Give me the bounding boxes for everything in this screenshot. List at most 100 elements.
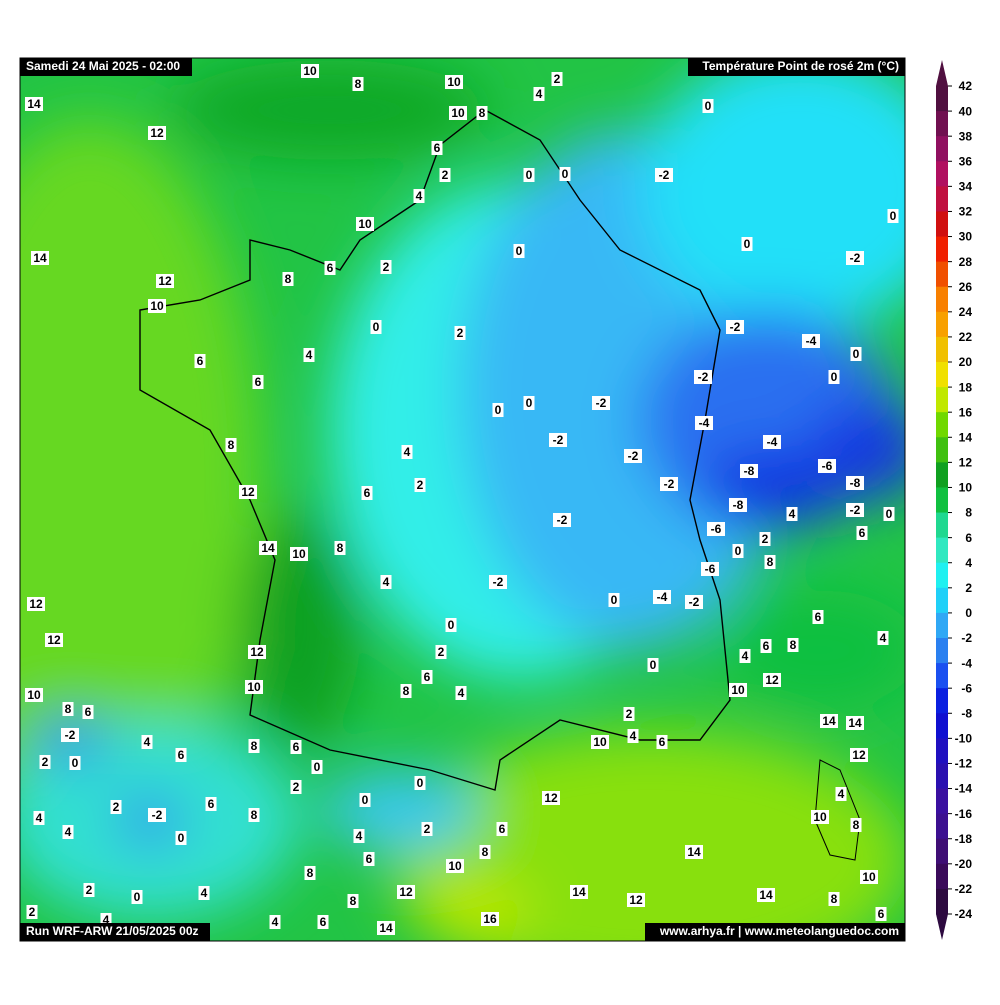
colorbar-swatch <box>936 286 948 313</box>
station-box <box>627 893 645 907</box>
station-value: 8 <box>65 702 72 716</box>
station-value: 0 <box>526 168 533 182</box>
station-value: 4 <box>65 825 72 839</box>
station-box <box>835 787 847 801</box>
station-value: 10 <box>593 735 607 749</box>
station-box <box>239 485 257 499</box>
station-box <box>591 735 609 749</box>
station-value: 4 <box>458 686 465 700</box>
station-box <box>363 852 375 866</box>
station-box <box>856 526 868 540</box>
station-value: 4 <box>416 189 423 203</box>
station-box <box>62 825 74 839</box>
colorbar-tick-label: -18 <box>955 832 973 846</box>
station-box <box>445 618 457 632</box>
station-box <box>141 735 153 749</box>
colorbar-swatch <box>936 336 948 363</box>
colorbar-tick-label: -16 <box>955 807 973 821</box>
station-box <box>421 822 433 836</box>
station-box <box>259 541 277 555</box>
station-box <box>685 845 703 859</box>
station-value: 14 <box>379 921 393 935</box>
colorbar-tick-label: 32 <box>959 205 973 219</box>
station-box <box>729 498 747 512</box>
run-box <box>20 923 210 941</box>
station-box <box>850 748 868 762</box>
station-box <box>846 503 864 517</box>
station-box <box>476 106 488 120</box>
station-value: 4 <box>880 631 887 645</box>
station-box <box>559 167 571 181</box>
station-value: 14 <box>572 885 586 899</box>
station-box <box>802 334 820 348</box>
station-value: 0 <box>735 544 742 558</box>
station-value: 2 <box>417 478 424 492</box>
station-box <box>846 716 864 730</box>
station-value: 14 <box>261 541 275 555</box>
station-box <box>887 209 899 223</box>
station-value: -2 <box>493 575 504 589</box>
colorbar-tick-label: 20 <box>959 355 973 369</box>
station-box <box>194 354 206 368</box>
station-value: 4 <box>742 649 749 663</box>
station-value: 10 <box>862 870 876 884</box>
station-value: 10 <box>292 547 306 561</box>
station-box <box>25 97 43 111</box>
colorbar-tick-label: -12 <box>955 757 973 771</box>
colorbar-top-arrow <box>936 60 948 86</box>
station-value: 0 <box>417 776 424 790</box>
station-box <box>290 547 308 561</box>
station-box <box>26 905 38 919</box>
station-value: 0 <box>373 320 380 334</box>
station-box <box>702 99 714 113</box>
station-box <box>353 829 365 843</box>
station-box <box>454 326 466 340</box>
station-box <box>647 658 659 672</box>
station-box <box>764 555 776 569</box>
station-value: 6 <box>859 526 866 540</box>
station-box <box>245 680 263 694</box>
station-box <box>701 562 719 576</box>
station-box <box>623 707 635 721</box>
station-box <box>739 649 751 663</box>
station-box <box>435 645 447 659</box>
colorbar-swatch <box>936 562 948 589</box>
station-value: 8 <box>228 438 235 452</box>
station-box <box>496 822 508 836</box>
station-value: 0 <box>611 593 618 607</box>
station-box <box>205 797 217 811</box>
station-value: 12 <box>150 126 164 140</box>
station-box <box>100 913 112 927</box>
colorbar-swatch <box>936 763 948 790</box>
station-value: -2 <box>557 513 568 527</box>
station-value: -2 <box>698 370 709 384</box>
colorbar-tick-label: 34 <box>959 180 973 194</box>
station-value: 6 <box>763 639 770 653</box>
station-box <box>542 791 560 805</box>
colorbar-swatch <box>936 612 948 639</box>
station-box <box>828 892 840 906</box>
station-box <box>875 907 887 921</box>
station-box <box>786 507 798 521</box>
station-box <box>828 370 840 384</box>
station-value: 16 <box>483 912 497 926</box>
station-value: 2 <box>383 260 390 274</box>
colorbar-swatch <box>936 813 948 840</box>
colorbar-tick-label: 6 <box>965 531 972 545</box>
station-value: 2 <box>293 780 300 794</box>
station-value: 8 <box>350 894 357 908</box>
station-box <box>811 810 829 824</box>
station-value: -4 <box>767 435 778 449</box>
colorbar-tick-label: 10 <box>959 481 973 495</box>
station-value: 2 <box>457 326 464 340</box>
station-value: 6 <box>178 748 185 762</box>
station-value: 4 <box>144 735 151 749</box>
colorbar-swatch <box>936 587 948 614</box>
colorbar-swatch <box>936 663 948 689</box>
station-box <box>695 416 713 430</box>
station-value: 4 <box>789 507 796 521</box>
station-box <box>290 780 302 794</box>
colorbar-swatch <box>936 537 948 564</box>
